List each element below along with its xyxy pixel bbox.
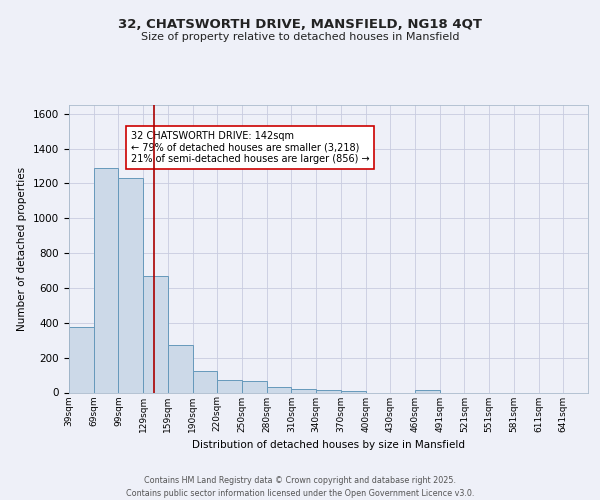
Y-axis label: Number of detached properties: Number of detached properties bbox=[17, 166, 28, 331]
Bar bbox=[193, 370, 217, 392]
Bar bbox=[341, 391, 365, 392]
Bar bbox=[143, 276, 168, 392]
Bar bbox=[168, 346, 193, 393]
Bar bbox=[267, 388, 292, 392]
Bar bbox=[316, 390, 341, 392]
Bar bbox=[94, 168, 118, 392]
Bar bbox=[242, 381, 267, 392]
Text: Contains HM Land Registry data © Crown copyright and database right 2025.: Contains HM Land Registry data © Crown c… bbox=[144, 476, 456, 485]
Bar bbox=[118, 178, 143, 392]
Text: 32 CHATSWORTH DRIVE: 142sqm
← 79% of detached houses are smaller (3,218)
21% of : 32 CHATSWORTH DRIVE: 142sqm ← 79% of det… bbox=[131, 131, 370, 164]
Bar bbox=[69, 327, 94, 392]
Text: Size of property relative to detached houses in Mansfield: Size of property relative to detached ho… bbox=[141, 32, 459, 42]
Bar bbox=[415, 390, 440, 392]
Text: 32, CHATSWORTH DRIVE, MANSFIELD, NG18 4QT: 32, CHATSWORTH DRIVE, MANSFIELD, NG18 4Q… bbox=[118, 18, 482, 30]
Bar bbox=[292, 389, 316, 392]
Bar bbox=[217, 380, 242, 392]
X-axis label: Distribution of detached houses by size in Mansfield: Distribution of detached houses by size … bbox=[192, 440, 465, 450]
Text: Contains public sector information licensed under the Open Government Licence v3: Contains public sector information licen… bbox=[126, 489, 474, 498]
